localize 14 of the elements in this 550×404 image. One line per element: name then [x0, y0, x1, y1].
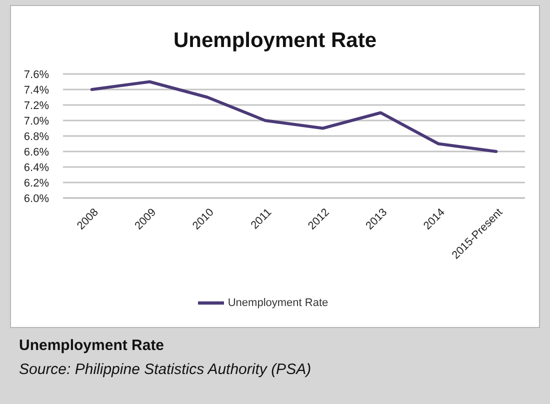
- y-tick-label: 7.2%: [24, 100, 50, 112]
- y-tick-label: 6.2%: [24, 177, 50, 190]
- source-note: Source: Philippine Statistics Authority (PSA): [19, 361, 312, 378]
- y-tick-label: 7.4%: [24, 84, 50, 96]
- y-tick-label: 6.4%: [24, 162, 50, 174]
- text: Unemployment Rate: [19, 337, 164, 354]
- line-series: [90, 80, 498, 153]
- y-tick-label: 6.8%: [24, 130, 50, 143]
- y-tick-label: 7.0%: [24, 115, 50, 128]
- legend-label: Unemployment Rate: [228, 296, 328, 309]
- y-tick-label: 7.6%: [24, 68, 50, 81]
- chart-title: Unemployment Rate: [172, 29, 378, 53]
- y-tick-label: 6.0%: [24, 192, 50, 205]
- y-tick-label: 6.6%: [24, 146, 50, 158]
